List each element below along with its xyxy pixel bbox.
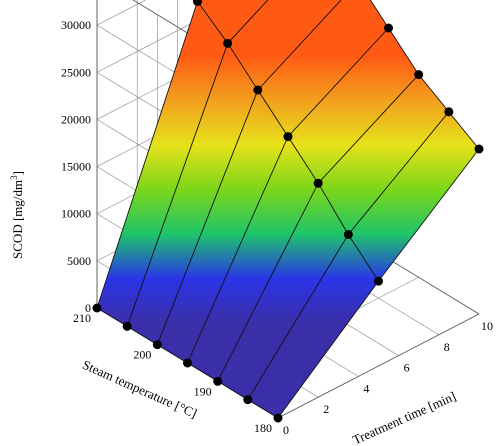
z-tick-label: 15000 (61, 160, 91, 174)
data-point (253, 85, 263, 95)
surface (96, 0, 480, 419)
z-label-sup: 3 (9, 175, 19, 180)
surface-patch (127, 43, 258, 345)
z-tick-label: 10000 (61, 207, 91, 221)
x-tick-label: 0 (283, 423, 289, 437)
z-tick-label: 5000 (67, 254, 91, 268)
data-point (223, 38, 233, 48)
data-point (273, 413, 283, 423)
z-tick-label: 25000 (61, 65, 91, 79)
data-point (193, 0, 202, 6)
y-axis-label: Steam temperature [°C] (80, 357, 199, 421)
x-axis-label: Treatment time [min] (350, 388, 458, 446)
y-tick-label: 210 (73, 311, 91, 325)
z-tick-label: 30000 (61, 18, 91, 32)
y-tick-label: 180 (254, 421, 272, 435)
z-tick-label: 0 (85, 301, 91, 315)
surface-patch (288, 28, 419, 184)
data-point (243, 395, 253, 405)
surface-patch (227, 0, 342, 90)
x-tick-label: 2 (323, 402, 329, 416)
surface-patch (157, 90, 288, 363)
surface-patch (247, 234, 379, 418)
data-point (414, 70, 424, 80)
surface-patch (318, 74, 449, 235)
surface-patch (217, 183, 349, 400)
axis-edge (277, 313, 480, 419)
data-point (283, 132, 293, 142)
z-label-close: ] (10, 171, 25, 175)
x-tick-label: 4 (363, 381, 369, 395)
surface-patch (187, 136, 319, 382)
data-point (474, 144, 484, 154)
x-tick-label: 10 (481, 319, 493, 333)
data-point (213, 376, 223, 386)
gridline (96, 0, 147, 26)
surface-patch (257, 0, 389, 137)
data-point (384, 23, 393, 33)
data-point (152, 340, 162, 350)
data-point (444, 107, 454, 117)
data-point (122, 321, 132, 331)
data-point (183, 358, 192, 368)
data-point (343, 230, 353, 240)
data-point (92, 303, 102, 313)
data-point (374, 276, 383, 286)
z-label-text: SCOD [mg/dm (10, 180, 25, 259)
surface-patch (197, 0, 268, 44)
tick-labels: 0500010000150002000025000300003500018019… (61, 18, 493, 437)
y-tick-label: 200 (133, 348, 151, 362)
surface-patch (97, 1, 228, 327)
surface-patch (348, 111, 479, 282)
x-tick-label: 8 (444, 340, 450, 354)
data-point (313, 178, 323, 188)
data-points (92, 0, 484, 423)
y-tick-label: 190 (194, 384, 212, 398)
z-axis-label: SCOD [mg/dm3] (9, 171, 25, 259)
x-tick-label: 6 (404, 361, 410, 375)
z-tick-label: 20000 (61, 112, 91, 126)
